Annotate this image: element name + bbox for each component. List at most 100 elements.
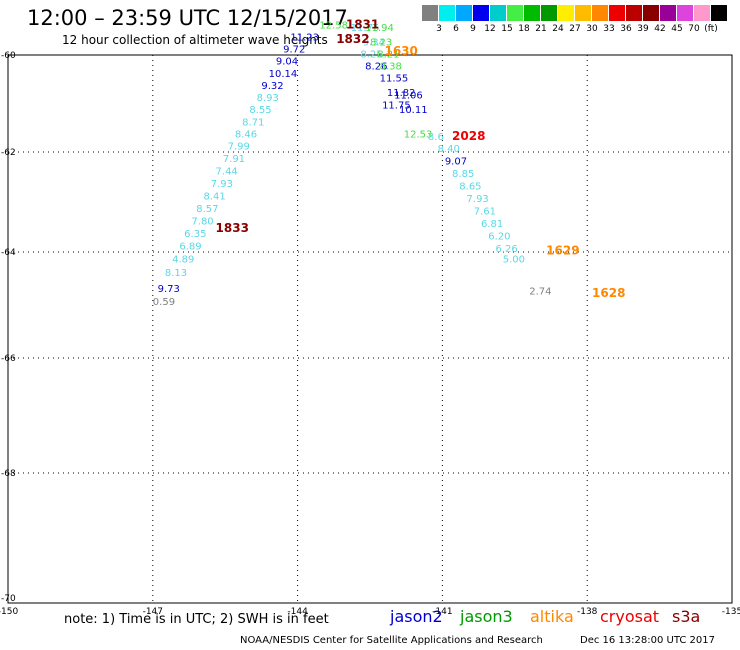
longitude-label: -138 — [577, 607, 598, 617]
wave-height-label: 8.13 — [165, 268, 187, 279]
colorbar-label: 36 — [620, 24, 632, 34]
footer-note: note: 1) Time is in UTC; 2) SWH is in fe… — [64, 612, 329, 627]
wave-height-label: 8.6 — [428, 132, 444, 143]
wave-height-label: 8.93 — [257, 93, 279, 104]
wave-height-label: 8.40 — [438, 144, 460, 155]
wave-height-label: 8.55 — [249, 105, 271, 116]
wave-height-label: 9.34 — [363, 37, 385, 48]
longitude-label: -150 — [0, 607, 18, 617]
satellite-legend-item: jason2 — [390, 607, 443, 626]
colorbar-swatch — [456, 5, 472, 21]
longitude-label: -141 — [432, 607, 452, 617]
wave-height-label: 5.00 — [503, 255, 525, 266]
colorbar-label: 18 — [518, 24, 530, 34]
colorbar-swatch — [711, 5, 727, 21]
latitude-label: -70 — [1, 594, 16, 604]
colorbar-label: 27 — [569, 24, 581, 34]
colorbar-swatch — [677, 5, 693, 21]
wave-height-label: 8.38 — [380, 62, 402, 73]
latitude-label: -68 — [1, 469, 16, 479]
wave-height-label: 7.93 — [467, 194, 489, 205]
wave-height-label: 8.25 — [360, 49, 382, 60]
pass-time-label: 1832 — [336, 32, 369, 46]
wave-height-label: 7.61 — [474, 207, 496, 218]
longitude-label: -147 — [143, 607, 163, 617]
colorbar-label: 39 — [637, 24, 649, 34]
latitude-label: -64 — [1, 248, 16, 258]
colorbar-swatch — [439, 5, 455, 21]
pass-time-label: 2028 — [452, 129, 485, 143]
colorbar-swatch — [541, 5, 557, 21]
colorbar-swatch — [558, 5, 574, 21]
wave-height-label: 11.75 — [351, 23, 380, 34]
wave-height-label: 12.58 — [319, 20, 348, 31]
colorbar-swatch — [575, 5, 591, 21]
satellite-legend-item: altika — [530, 607, 574, 626]
wave-height-label: 6.89 — [179, 242, 201, 253]
wave-height-label: 9.73 — [158, 284, 180, 295]
wave-height-label: 8.41 — [203, 192, 225, 203]
colorbar-label: 15 — [501, 24, 513, 34]
colorbar-label: 70 — [688, 24, 700, 34]
longitude-label: -144 — [287, 607, 308, 617]
wave-height-label: 8.65 — [459, 182, 481, 193]
colorbar-label: 9 — [470, 24, 476, 34]
wave-height-label: 8.46 — [235, 129, 257, 140]
wave-height-label: 6.81 — [481, 219, 503, 230]
credit-text: NOAA/NESDIS Center for Satellite Applica… — [240, 635, 543, 646]
wave-height-label: 8.85 — [452, 169, 474, 180]
colorbar-swatch — [524, 5, 540, 21]
pass-time-label: 1630 — [384, 44, 417, 58]
colorbar-swatch — [490, 5, 506, 21]
page-title: 12:00 – 23:59 UTC 12/15/2017 — [27, 6, 348, 30]
colorbar-label: 42 — [654, 24, 666, 34]
wave-height-label: 10.14 — [269, 69, 298, 80]
latitude-label: -66 — [1, 354, 16, 364]
colorbar-swatch — [626, 5, 642, 21]
wave-height-label: 8.26 — [365, 62, 387, 73]
page-subtitle: 12 hour collection of altimeter wave hei… — [62, 33, 328, 47]
map-frame — [7, 54, 733, 604]
colorbar-label: 30 — [586, 24, 598, 34]
colorbar-swatch — [609, 5, 625, 21]
latitude-label: -62 — [1, 148, 16, 158]
colorbar-swatch — [592, 5, 608, 21]
wave-height-label: 11.94 — [365, 23, 394, 34]
wave-height-label: 7.91 — [223, 154, 245, 165]
wave-height-label: 8.21 — [377, 49, 399, 60]
wave-height-label: 7.93 — [211, 179, 233, 190]
wave-height-label: 8.23 — [370, 37, 392, 48]
colorbar-swatch — [643, 5, 659, 21]
colorbar-label: 3 — [436, 24, 442, 34]
pass-time-label: 1628 — [592, 286, 625, 300]
wave-height-label: 6.20 — [488, 232, 510, 243]
colorbar-swatch — [694, 5, 710, 21]
satellite-legend-item: jason3 — [460, 607, 513, 626]
colorbar-swatch — [660, 5, 676, 21]
wave-height-label: 9.32 — [261, 81, 283, 92]
wave-height-label: 9.04 — [276, 57, 298, 68]
pass-time-label: 1629 — [546, 244, 579, 258]
colorbar-label: 12 — [484, 24, 496, 34]
wave-height-label: 9.72 — [283, 45, 305, 56]
wave-height-label: 11.55 — [380, 74, 409, 85]
longitude-label: -135 — [722, 607, 740, 617]
pass-time-label: 1831 — [346, 17, 379, 31]
colorbar-label: 21 — [535, 24, 547, 34]
wave-height-label: 11.06 — [394, 91, 423, 102]
colorbar-label: 33 — [603, 24, 615, 34]
generated-timestamp: Dec 16 13:28:00 UTC 2017 — [580, 635, 715, 646]
colorbar-swatch — [507, 5, 523, 21]
wave-height-label: 4.89 — [172, 255, 194, 266]
colorbar-label: 6 — [453, 24, 459, 34]
wave-height-label: 10.11 — [399, 105, 428, 116]
wave-height-label: 12.53 — [404, 129, 433, 140]
wave-height-label: 11.23 — [290, 32, 319, 43]
wave-height-label: 0.59 — [153, 297, 175, 308]
wave-height-label: 11.75 — [382, 100, 411, 111]
wave-height-label: 11.82 — [387, 88, 416, 99]
pass-time-label: 1833 — [216, 221, 249, 235]
wave-height-label: 7.44 — [216, 167, 238, 178]
satellite-legend-item: cryosat — [600, 607, 660, 626]
